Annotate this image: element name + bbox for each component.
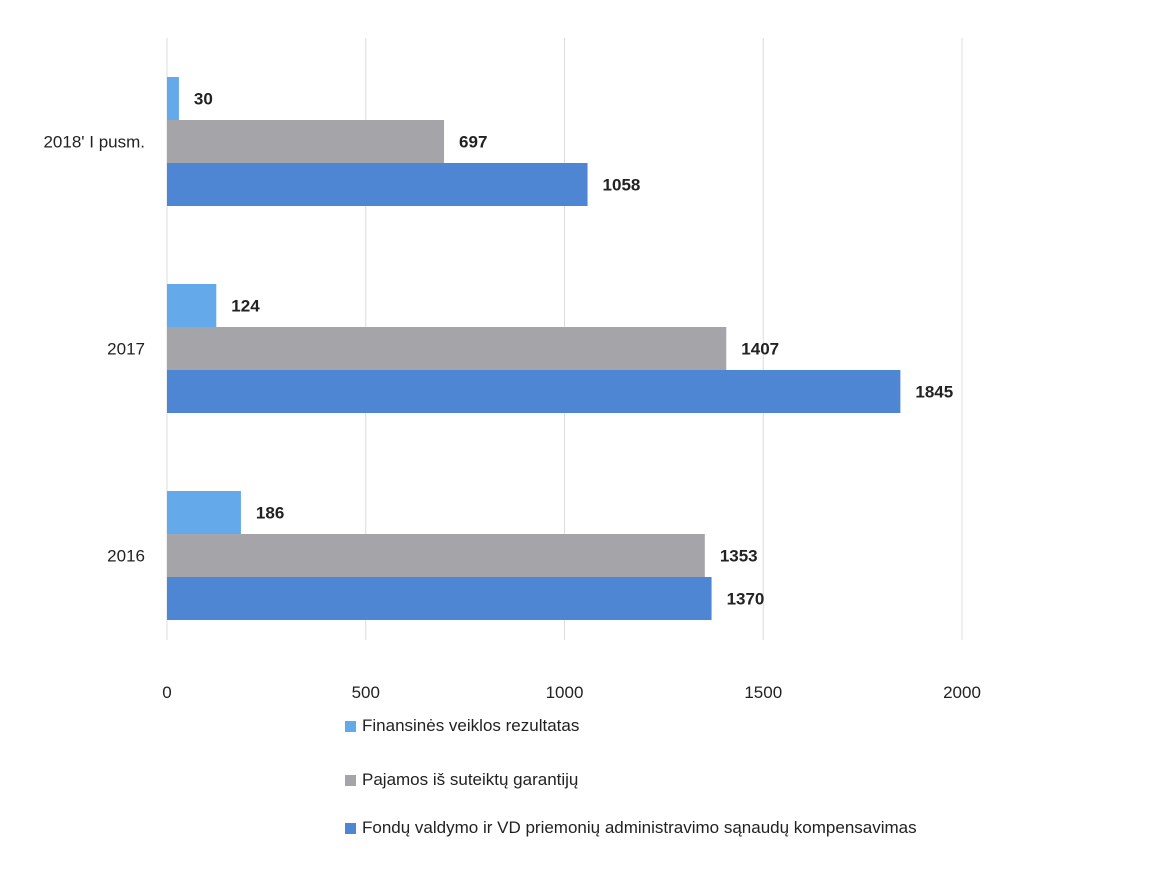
bar [167,327,727,370]
chart-category-labels: 2018' I pusm. 2017 2016 [43,133,145,566]
x-tick-label: 1000 [546,683,584,702]
bar [167,120,445,163]
category-label: 2017 [107,340,145,359]
x-tick-label: 2000 [943,683,981,702]
legend-label-1: Finansinės veiklos rezultatas [362,716,580,735]
chart-tick-labels: 0 500 1000 1500 2000 [162,683,981,702]
x-tick-label: 500 [352,683,380,702]
bar [167,284,217,327]
bar [167,491,241,534]
bar-value-label: 186 [256,504,284,523]
x-tick-label: 1500 [744,683,782,702]
x-tick-label: 0 [162,683,171,702]
legend-swatch-1 [345,721,356,732]
bar-value-label: 697 [459,133,487,152]
legend-item-2: Pajamos iš suteiktų garantijų [345,769,985,791]
legend-label-2: Pajamos iš suteiktų garantijų [362,770,579,789]
bar-value-label: 1058 [603,176,641,195]
bar [167,534,705,577]
category-label: 2016 [107,547,145,566]
bar-value-label: 1407 [741,340,779,359]
chart-legend: Finansinės veiklos rezultatas Pajamos iš… [345,715,985,871]
bar [167,370,901,413]
bar [167,577,712,620]
legend-item-3: Fondų valdymo ir VD priemonių administra… [345,817,985,839]
bar-value-label: 1353 [720,547,758,566]
bar-value-label: 30 [194,90,213,109]
legend-label-3: Fondų valdymo ir VD priemonių administra… [362,818,917,837]
legend-swatch-3 [345,823,356,834]
chart-bars [167,77,901,620]
bar-value-label: 124 [231,297,260,316]
legend-swatch-2 [345,775,356,786]
legend-item-1: Finansinės veiklos rezultatas [345,715,985,737]
bar-value-label: 1370 [727,590,765,609]
category-label: 2018' I pusm. [43,133,145,152]
bar [167,163,588,206]
bar-value-label: 1845 [915,383,953,402]
chart-data-labels: 30 697 1058 124 1407 1845 186 1353 1370 [194,90,953,609]
bar [167,77,179,120]
